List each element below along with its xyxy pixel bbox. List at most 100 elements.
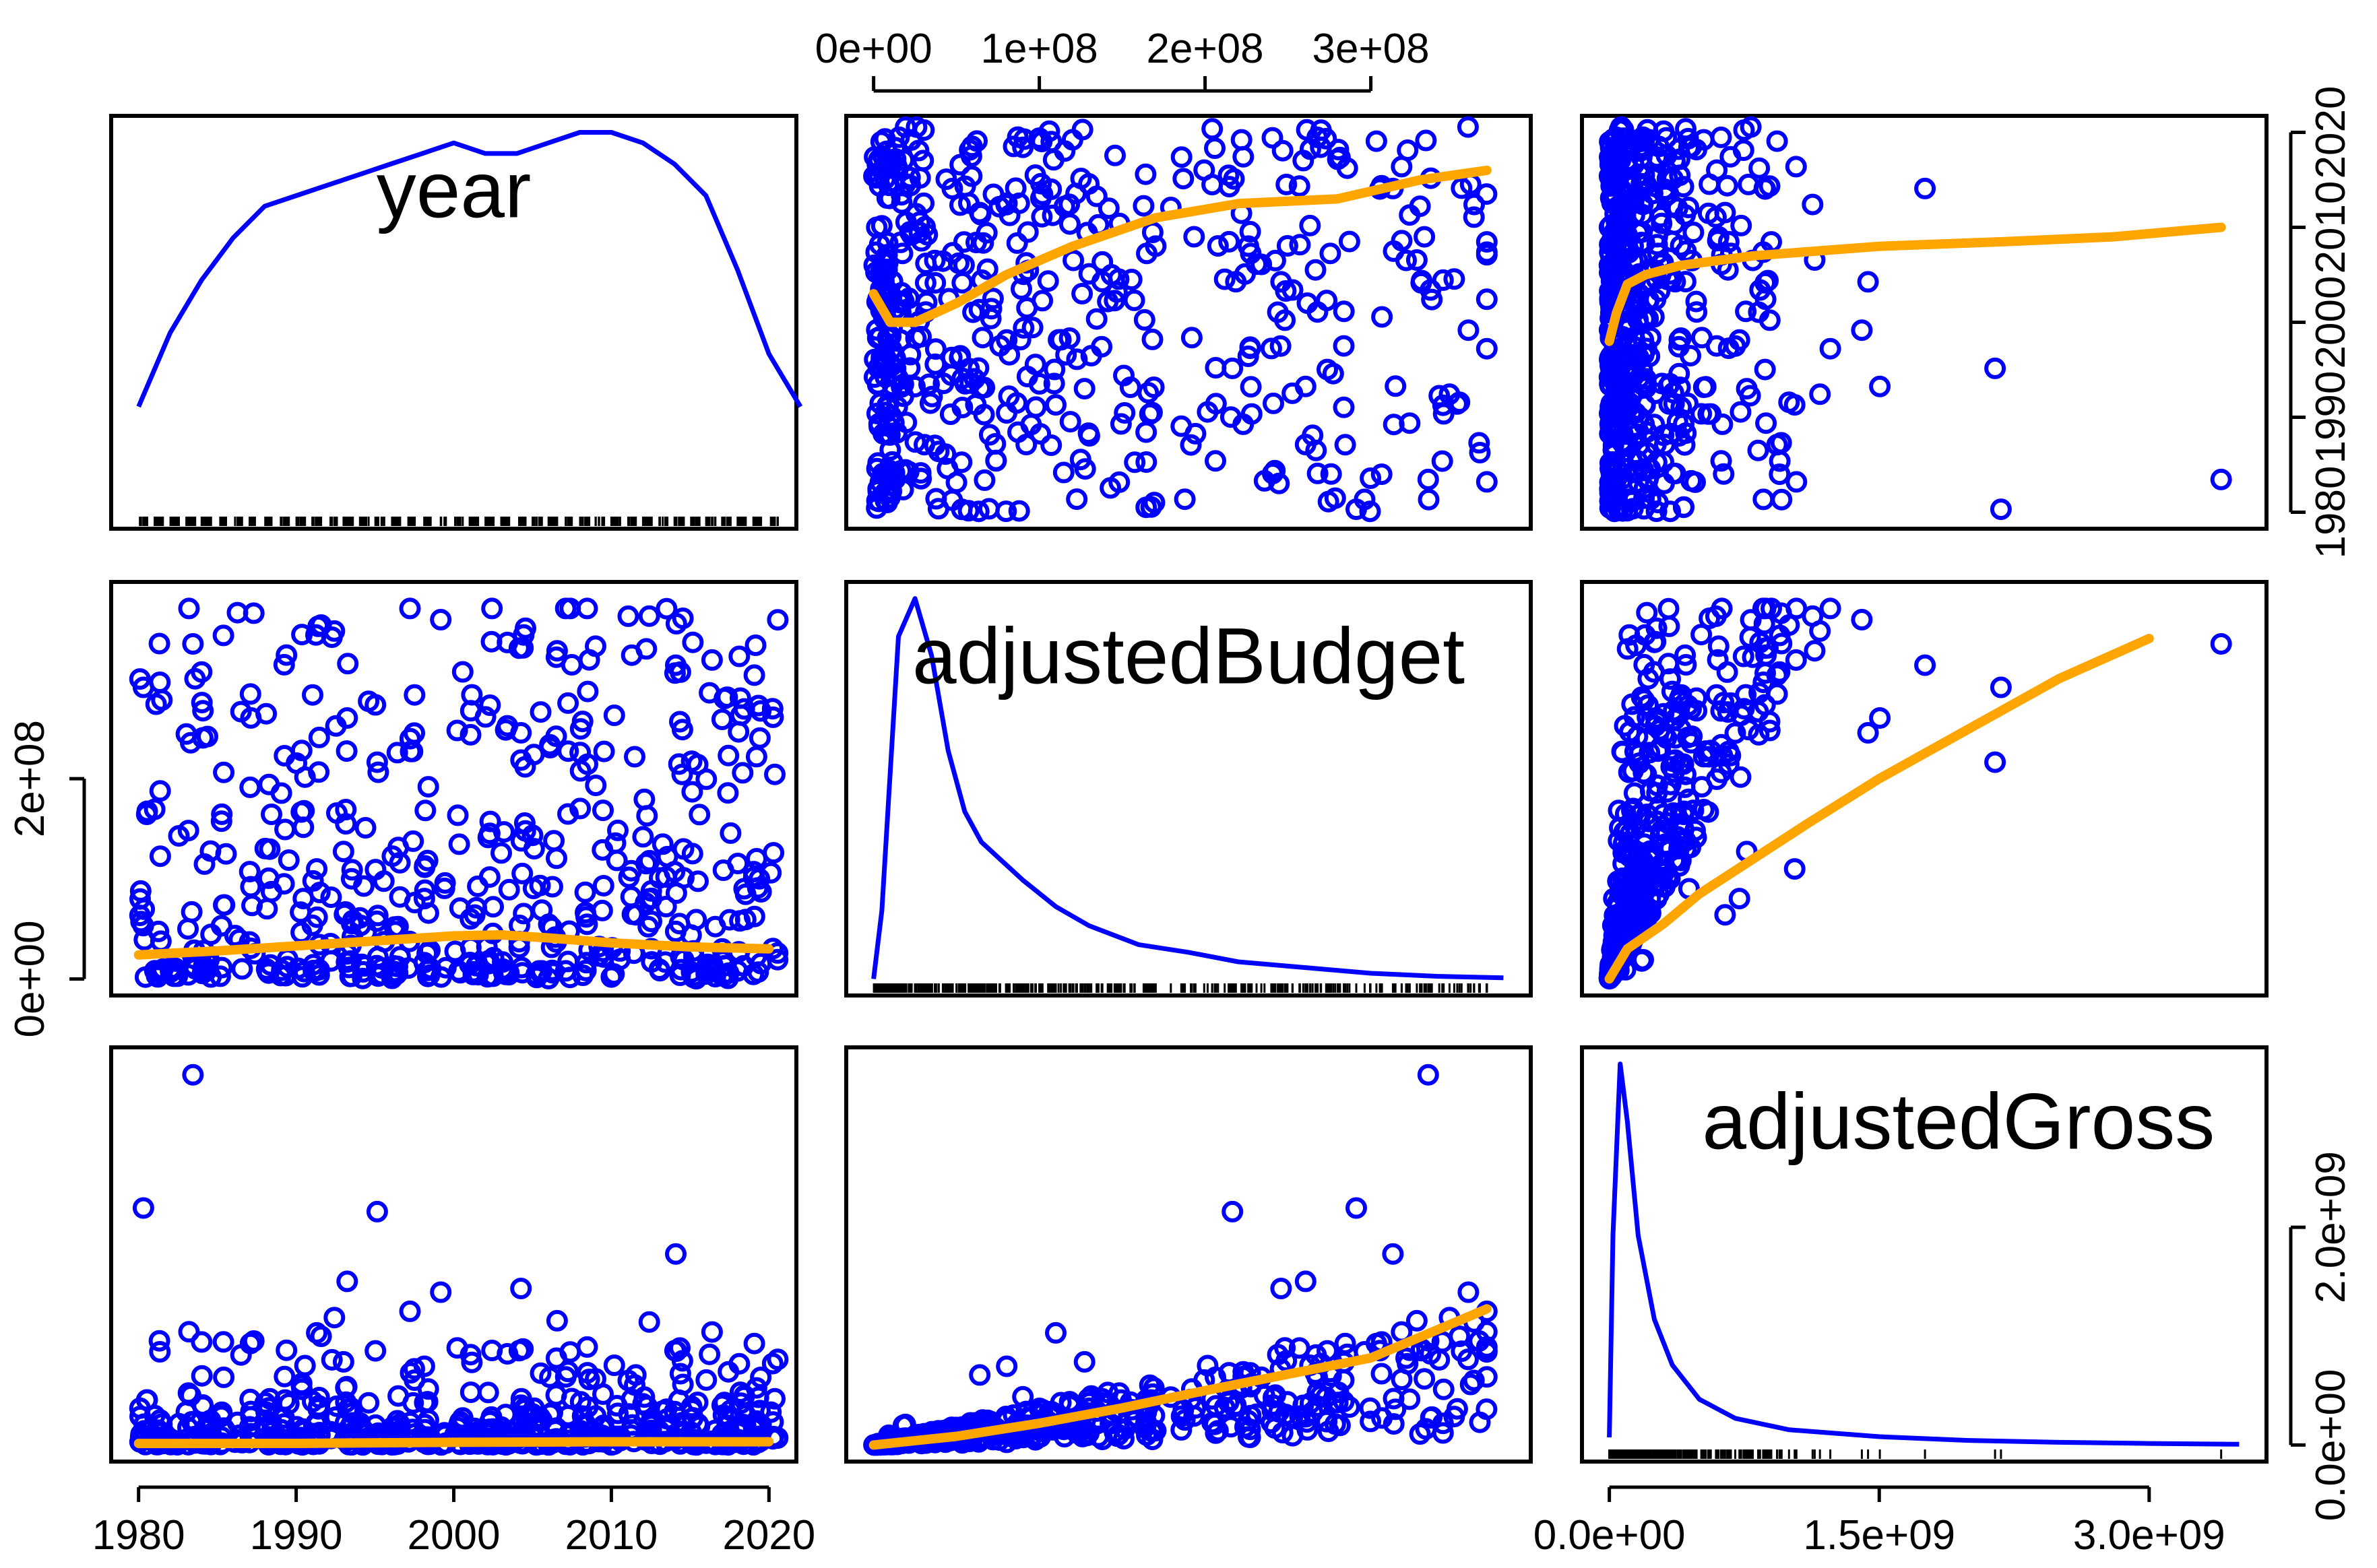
point-year-adjustedBudget-507 — [891, 282, 913, 304]
point-adjustedGross-adjustedBudget-168 — [1391, 1369, 1413, 1390]
point-adjustedBudget-year-441 — [529, 874, 551, 896]
point-year-adjustedBudget-361 — [868, 175, 891, 197]
point-adjustedGross-year-313 — [557, 1361, 579, 1383]
point-adjustedGross-year-497 — [733, 1385, 755, 1408]
point-year-adjustedBudget-454 — [891, 192, 913, 214]
point-adjustedBudget-year-21 — [354, 817, 377, 839]
point-year-adjustedBudget-393 — [996, 402, 1018, 424]
point-adjustedBudget-year-470 — [416, 849, 439, 872]
point-adjustedBudget-year-484 — [321, 626, 343, 649]
point-year-adjustedBudget-420 — [1207, 235, 1229, 257]
point-year-adjustedBudget-514 — [996, 192, 1018, 214]
point-adjustedBudget-adjustedGross-452 — [1608, 830, 1630, 852]
point-year-adjustedGross-438 — [1717, 337, 1740, 360]
point-adjustedGross-adjustedBudget-468 — [1359, 1397, 1381, 1419]
point-adjustedBudget-year-14 — [447, 804, 469, 826]
point-adjustedBudget-adjustedGross-438 — [1717, 740, 1740, 762]
point-adjustedBudget-adjustedGross-484 — [1739, 626, 1761, 649]
point-adjustedGross-year-80 — [323, 1307, 346, 1329]
point-year-adjustedBudget-59 — [1044, 358, 1066, 381]
point-year-adjustedBudget-422 — [999, 204, 1021, 226]
point-year-adjustedBudget-487 — [1114, 402, 1136, 424]
point-adjustedBudget-year-462 — [585, 775, 607, 796]
point-year-adjustedBudget-158 — [924, 271, 947, 294]
point-year-adjustedGross-451 — [1706, 159, 1728, 181]
point-adjustedBudget-year-517 — [332, 841, 354, 863]
point-year-adjustedBudget-96 — [1058, 213, 1081, 235]
point-adjustedBudget-year-360 — [545, 646, 567, 668]
point-year-adjustedBudget-377 — [932, 250, 954, 272]
point-year-adjustedBudget-466 — [913, 192, 935, 214]
point-adjustedBudget-adjustedGross-343 — [1714, 904, 1736, 926]
point-year-adjustedBudget-62 — [1052, 461, 1075, 484]
point-year-adjustedGross-300 — [1778, 391, 1800, 414]
point-year-adjustedBudget-379 — [876, 394, 898, 416]
point-adjustedGross-year-175 — [701, 1321, 723, 1343]
point-adjustedBudget-year-369 — [728, 721, 750, 743]
point-adjustedBudget-year-403 — [414, 879, 436, 901]
point-adjustedGross-year-503 — [430, 1281, 452, 1303]
point-adjustedGross-year-438 — [400, 1362, 422, 1384]
point-year-adjustedGross-33 — [1735, 300, 1757, 323]
point-adjustedBudget-year-268 — [727, 853, 749, 874]
point-adjustedGross-year-359 — [669, 1337, 691, 1359]
point-year-adjustedBudget-235 — [1443, 268, 1465, 290]
point-adjustedBudget-year-399 — [404, 892, 426, 913]
point-year-adjustedGross-57 — [1685, 290, 1707, 313]
point-adjustedBudget-year-397 — [290, 901, 312, 923]
point-adjustedBudget-year-109 — [239, 776, 261, 798]
point-adjustedGross-year-504 — [638, 1311, 660, 1333]
point-adjustedBudget-year-460 — [521, 824, 544, 847]
point-year-adjustedGross-478 — [1674, 271, 1697, 293]
point-adjustedGross-year-387 — [336, 1270, 358, 1293]
point-adjustedBudget-adjustedGross-519 — [1618, 877, 1641, 899]
point-year-adjustedBudget-251 — [1204, 137, 1226, 159]
point-adjustedBudget-adjustedGross-66 — [1690, 624, 1713, 646]
point-year-adjustedBudget-461 — [916, 291, 938, 313]
point-adjustedBudget-adjustedGross-206 — [1753, 613, 1775, 634]
point-year-adjustedBudget-360 — [1395, 249, 1417, 271]
point-adjustedGross-year-496 — [387, 1385, 410, 1407]
point-adjustedGross-year-405 — [760, 1401, 782, 1423]
bottom-tick-label-year-4: 2020 — [722, 1512, 815, 1559]
point-year-adjustedBudget-292 — [1119, 377, 1141, 398]
point-year-adjustedBudget-416 — [1476, 337, 1498, 360]
point-adjustedGross-year-178 — [278, 1393, 300, 1415]
point-adjustedBudget-year-200 — [711, 709, 733, 731]
point-year-adjustedBudget-61 — [1143, 377, 1165, 398]
point-year-adjustedGross-519 — [1618, 317, 1641, 339]
point-year-adjustedBudget-311 — [978, 498, 1000, 520]
point-year-adjustedBudget-386 — [1232, 413, 1255, 435]
point-adjustedGross-year-514 — [641, 1409, 662, 1431]
right-tick-label-adjustedGross-1: 2.0e+09 — [2308, 1151, 2354, 1303]
smoother-adjustedGross-vs-year — [133, 1437, 774, 1449]
point-adjustedGross-year-416 — [399, 1300, 421, 1322]
smoother-adjustedGross-vs-adjustedBudget — [868, 1304, 1492, 1450]
point-adjustedBudget-adjustedGross-518 — [1716, 661, 1738, 683]
point-year-adjustedBudget-367 — [899, 357, 921, 379]
point-adjustedBudget-year-453 — [763, 842, 785, 864]
point-adjustedGross-year-33 — [461, 1351, 483, 1373]
point-year-adjustedBudget-489 — [982, 288, 1004, 310]
point-adjustedBudget-year-391 — [255, 958, 278, 980]
point-adjustedBudget-adjustedGross-445 — [1661, 680, 1683, 703]
point-year-adjustedBudget-387 — [1294, 375, 1317, 397]
point-year-adjustedBudget-425 — [935, 168, 957, 191]
point-adjustedBudget-year-476 — [230, 700, 252, 723]
point-adjustedGross-adjustedBudget-366 — [1333, 1369, 1355, 1392]
point-adjustedBudget-year-83 — [341, 859, 363, 881]
point-year-adjustedGross-386 — [1711, 413, 1734, 435]
scatter-adjustedBudget-vs-year — [129, 597, 789, 990]
point-adjustedGross-adjustedBudget-515 — [1415, 1418, 1437, 1440]
point-adjustedBudget-year-439 — [389, 851, 411, 874]
point-adjustedBudget-year-191 — [479, 694, 501, 716]
point-adjustedGross-year-510 — [607, 1402, 629, 1425]
point-adjustedGross-adjustedBudget-185 — [1476, 1398, 1498, 1420]
point-year-adjustedBudget-37 — [1239, 221, 1261, 242]
point-year-adjustedBudget-19 — [1463, 206, 1485, 228]
point-adjustedBudget-adjustedGross-360 — [1742, 646, 1764, 668]
point-adjustedBudget-year-261 — [306, 858, 328, 880]
point-year-adjustedGross-372 — [1602, 438, 1624, 461]
point-year-adjustedBudget-424 — [1135, 421, 1158, 443]
point-adjustedBudget-year-237 — [749, 727, 771, 749]
